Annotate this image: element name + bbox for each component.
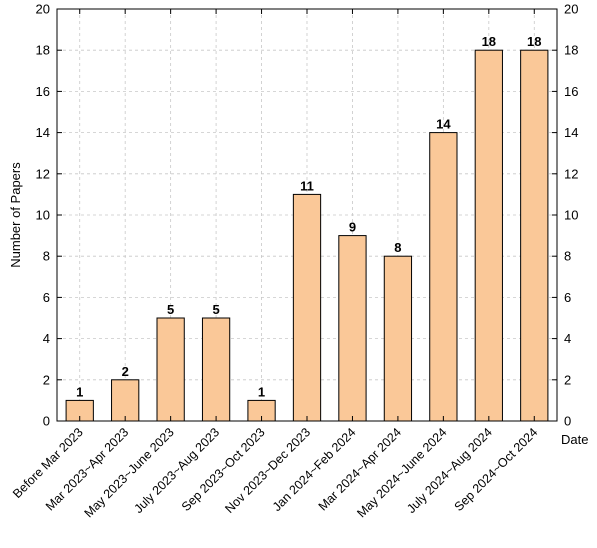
bar-value-label: 2: [122, 364, 129, 379]
y-tick-label-right: 14: [564, 125, 578, 140]
y-tick-label-right: 18: [564, 43, 578, 58]
y-tick-label-right: 12: [564, 166, 578, 181]
bar-value-label: 18: [527, 34, 541, 49]
bar: [111, 379, 140, 422]
bars-layer: [65, 49, 549, 422]
y-axis-left: 0 2 4 6 8 10 12 14 16 18 20: [36, 2, 62, 429]
y-tick-label-left: 16: [36, 84, 50, 99]
y-tick-label-right: 10: [564, 208, 578, 223]
bar-value-label: 18: [482, 34, 496, 49]
y-tick-label-left: 4: [43, 331, 50, 346]
y-tick-label-left: 10: [36, 208, 50, 223]
y-tick-label-left: 2: [43, 372, 50, 387]
bar: [520, 49, 549, 422]
x-tick-label: Sep 2024~Oct 2024: [452, 425, 541, 514]
bar-value-label: 5: [212, 302, 219, 317]
y-tick-label-left: 14: [36, 125, 50, 140]
y-axis-title: Number of Papers: [8, 162, 23, 268]
y-tick-label-right: 2: [564, 372, 571, 387]
bar: [338, 235, 367, 422]
bar-value-label: 8: [394, 240, 401, 255]
bar: [201, 317, 231, 422]
y-axis-right: 0 2 4 6 8 10 12 14 16 18 20: [552, 2, 578, 429]
y-tick-label-right: 6: [564, 290, 571, 305]
bar: [383, 255, 413, 422]
bar-value-label: 9: [349, 220, 356, 235]
x-tick-label: Jan 2024~Feb 2024: [270, 425, 359, 514]
x-tick-label: July 2023~Aug 2023: [131, 425, 222, 516]
y-tick-label-right: 8: [564, 249, 571, 264]
x-tick-label: May 2023~June 2023: [82, 425, 177, 520]
y-tick-label-right: 4: [564, 331, 571, 346]
x-tick-label: Nov 2023~Dec 2023: [222, 425, 313, 516]
y-tick-label-right: 16: [564, 84, 578, 99]
bar-value-label: 14: [436, 117, 451, 132]
y-tick-label-left: 0: [43, 414, 50, 429]
bar-value-label: 1: [258, 384, 265, 399]
y-tick-label-left: 6: [43, 290, 50, 305]
x-tick-label: May 2024~June 2024: [354, 425, 449, 520]
y-tick-label-left: 8: [43, 249, 50, 264]
y-tick-label-left: 18: [36, 43, 50, 58]
bar: [474, 49, 503, 422]
y-tick-label-left: 20: [36, 2, 50, 17]
x-tick-label: Mar 2024~Apr 2024: [316, 425, 404, 513]
bar-value-label: 11: [300, 178, 314, 193]
bar-value-label: 1: [76, 384, 83, 399]
x-tick-label: July 2024~Aug 2024: [404, 425, 495, 516]
x-axis-title: Date: [561, 432, 588, 447]
bar: [429, 132, 458, 422]
y-tick-label-right: 0: [564, 414, 571, 429]
y-tick-label-left: 12: [36, 166, 50, 181]
bar: [292, 193, 322, 422]
x-tick-label: Mar 2023~Apr 2023: [43, 425, 131, 513]
x-tick-label: Sep 2023~Oct 2023: [179, 425, 268, 514]
bar-value-label: 5: [167, 302, 174, 317]
y-tick-label-right: 20: [564, 2, 578, 17]
bar: [156, 317, 185, 422]
